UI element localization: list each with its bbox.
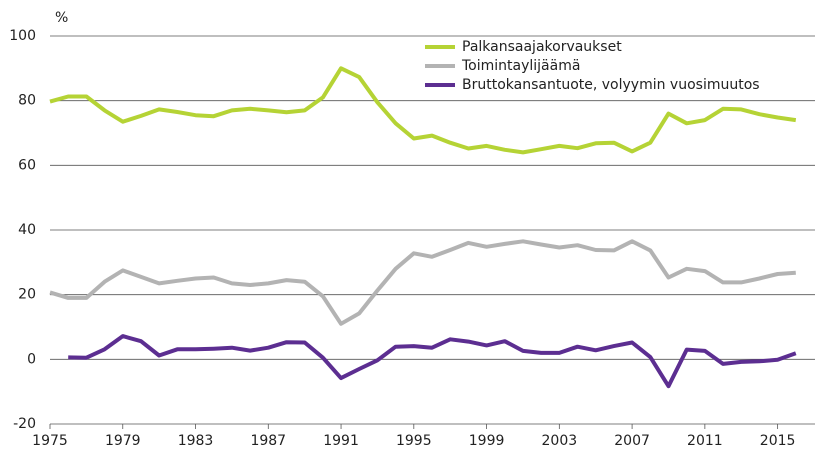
y-tick-label: 20 xyxy=(18,287,36,303)
x-tick-label: 1979 xyxy=(105,433,141,449)
x-tick-label: 2015 xyxy=(760,433,796,449)
legend-label: Bruttokansantuote, volyymin vuosimuutos xyxy=(462,77,760,93)
y-tick-label: 60 xyxy=(18,157,36,173)
x-tick-label: 2007 xyxy=(614,433,650,449)
x-tick-label: 1995 xyxy=(396,433,432,449)
x-tick-label: 2003 xyxy=(542,433,578,449)
series-line xyxy=(49,239,796,326)
x-tick-label: 1991 xyxy=(323,433,359,449)
y-tick-label: 0 xyxy=(27,351,36,367)
y-tick-label: 80 xyxy=(18,93,36,109)
x-tick-label: 1999 xyxy=(469,433,505,449)
series-line xyxy=(68,334,797,389)
y-tick-label: -20 xyxy=(13,416,36,432)
x-tick-label: 1987 xyxy=(250,433,286,449)
x-tick-label: 1983 xyxy=(178,433,214,449)
y-tick-label: 100 xyxy=(9,28,36,44)
y-unit: % xyxy=(55,10,68,26)
x-tick-label: 1975 xyxy=(32,433,68,449)
series-line xyxy=(49,66,797,155)
x-tick-label: 2011 xyxy=(687,433,723,449)
legend-label: Palkansaajakorvaukset xyxy=(462,39,622,55)
y-tick-label: 40 xyxy=(18,222,36,238)
legend-label: Toimintaylijäämä xyxy=(461,58,580,74)
